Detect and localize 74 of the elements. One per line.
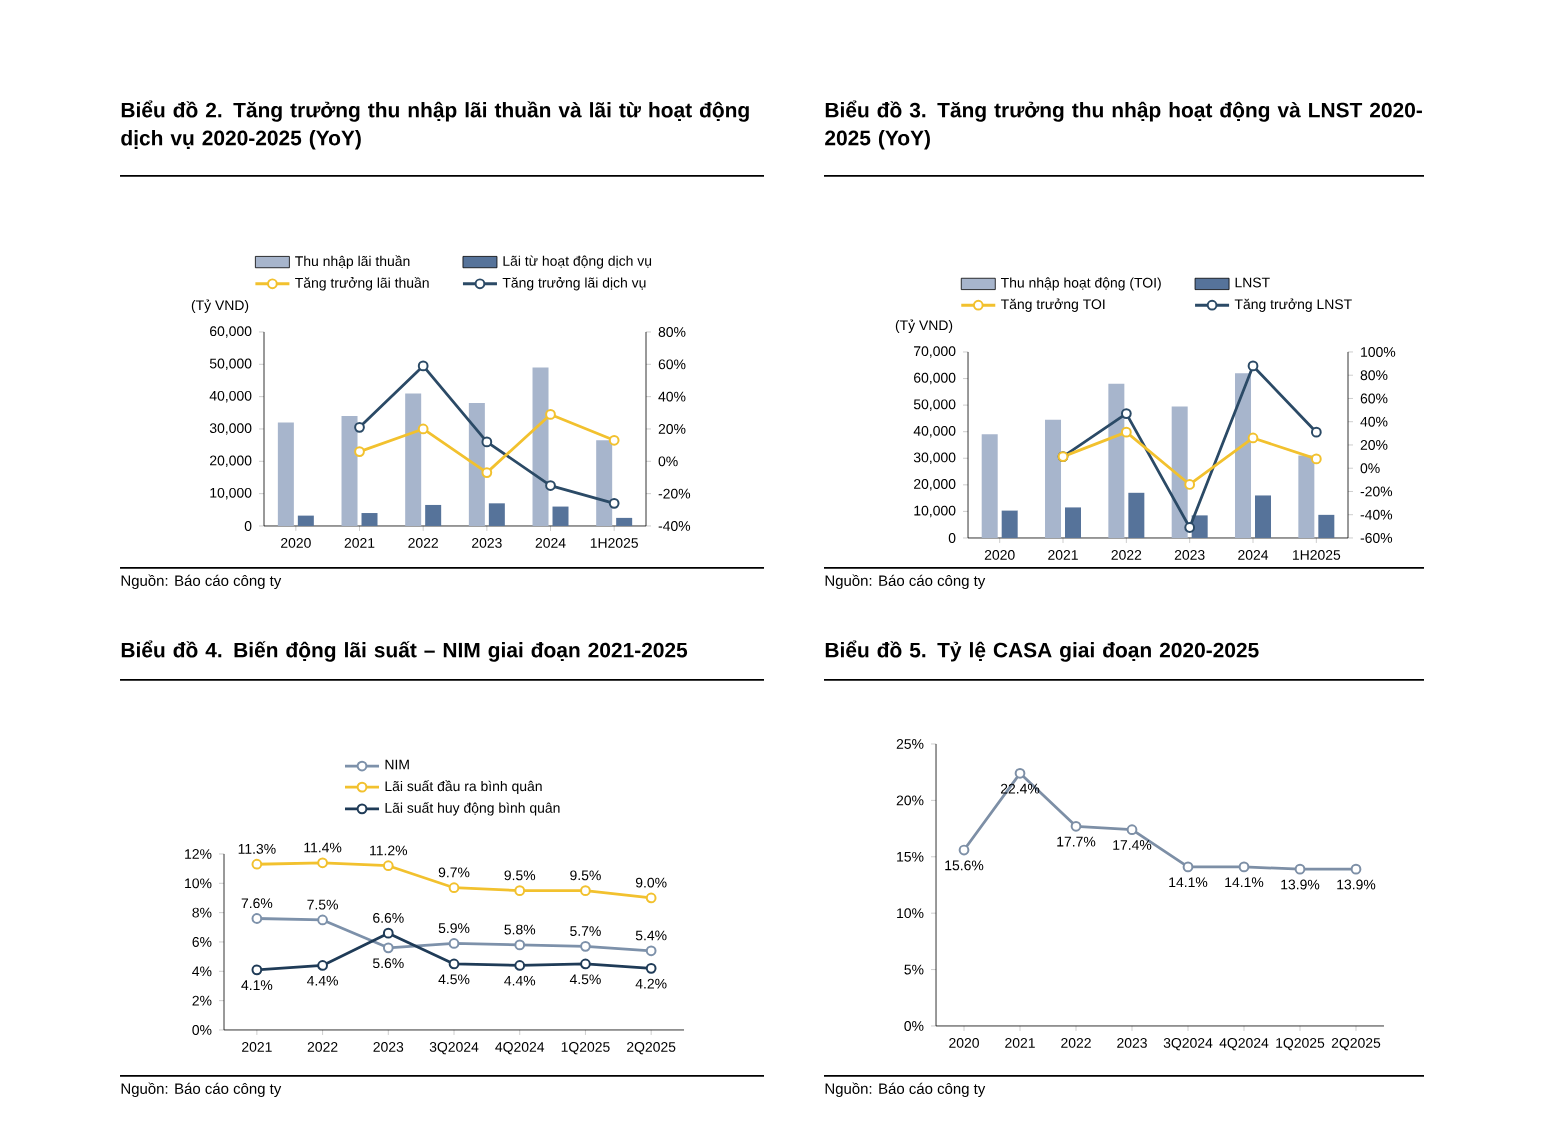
point <box>317 857 328 869</box>
point <box>448 938 460 949</box>
bar <box>1235 373 1252 538</box>
point <box>417 360 429 372</box>
bar <box>981 434 998 538</box>
chart-title: Biểu đồ 4. Biến động lãi suất – NIM giai đoạn 2021-2025 <box>121 640 688 662</box>
chart-title: Biểu đồ 2. Tăng trưởng thu nhập lãi thuần và lãi từ hoạt động dịch vụ 2020-2025 (YoY) <box>121 100 749 150</box>
point <box>514 939 526 951</box>
point <box>1120 426 1132 438</box>
bar <box>1318 514 1335 538</box>
point <box>1184 522 1196 533</box>
point <box>382 860 394 872</box>
bar <box>1171 406 1188 538</box>
point <box>1294 863 1306 875</box>
point <box>251 913 263 924</box>
bar <box>532 367 549 526</box>
bar <box>552 506 569 526</box>
point <box>1184 479 1196 490</box>
bar <box>405 393 422 526</box>
point <box>514 960 526 971</box>
point <box>1247 432 1259 444</box>
point <box>417 423 429 435</box>
point <box>382 927 394 939</box>
point <box>251 964 263 976</box>
point <box>448 958 460 970</box>
point <box>1310 453 1322 465</box>
point <box>1182 861 1194 873</box>
bar <box>1045 419 1062 538</box>
point <box>645 892 657 904</box>
point <box>645 945 657 957</box>
point <box>1238 861 1250 873</box>
chart-title: Biểu đồ 5. Tỷ lệ CASA giai đoạn 2020-2025 <box>825 640 1259 662</box>
bar <box>488 503 505 526</box>
point <box>251 858 263 870</box>
bar <box>1298 455 1315 538</box>
point <box>1014 767 1026 779</box>
point <box>354 421 365 433</box>
point <box>1310 426 1322 438</box>
point <box>1126 824 1138 836</box>
bar <box>1065 507 1082 538</box>
point <box>354 446 365 457</box>
bar <box>1128 492 1145 538</box>
point <box>545 409 556 420</box>
bar <box>1108 383 1125 538</box>
point <box>608 434 620 446</box>
point <box>1120 408 1132 419</box>
bar <box>425 504 442 526</box>
point <box>1247 360 1259 372</box>
chart-title: Biểu đồ 3. Tăng trưởng thu nhập hoạt động và LNST 2020-2025 (YoY) <box>825 100 1422 150</box>
bar <box>297 515 314 526</box>
bar <box>616 517 633 526</box>
point <box>580 885 591 897</box>
point <box>448 882 460 894</box>
point <box>580 940 591 952</box>
bar <box>468 403 485 526</box>
point <box>1350 863 1362 875</box>
point <box>1070 820 1082 832</box>
point <box>317 960 328 971</box>
bar <box>277 422 294 526</box>
bar <box>361 513 378 526</box>
bar <box>341 416 358 526</box>
point <box>545 480 556 491</box>
point <box>608 497 620 509</box>
bar <box>1001 510 1018 538</box>
point <box>481 467 493 478</box>
point <box>645 962 657 974</box>
point <box>382 942 394 954</box>
point <box>514 885 526 897</box>
bar <box>1255 495 1272 538</box>
point <box>580 958 591 970</box>
point <box>317 914 328 926</box>
point <box>481 436 493 448</box>
point <box>958 844 970 856</box>
bar <box>596 440 613 526</box>
